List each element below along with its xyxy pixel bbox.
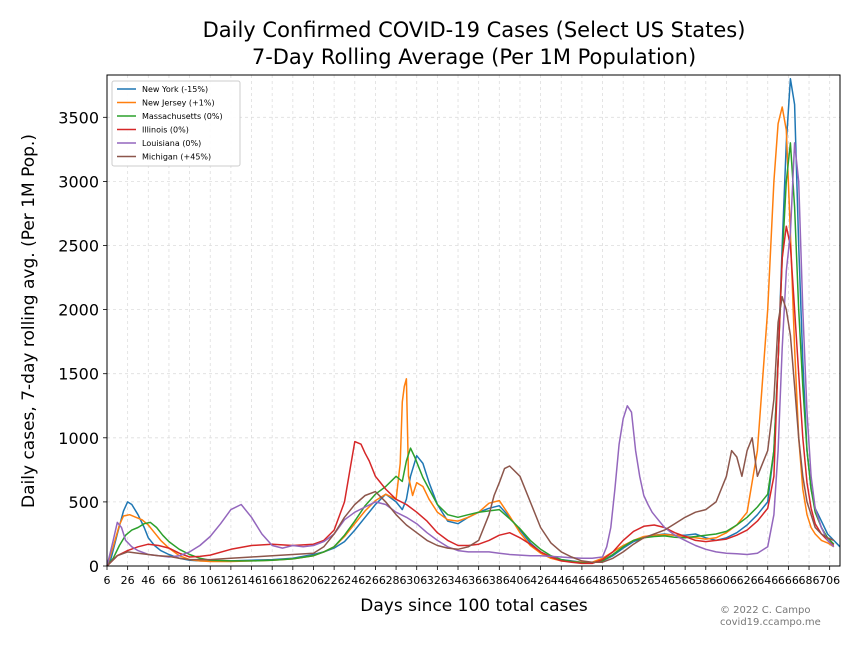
x-tick-label: 666 — [778, 574, 799, 587]
x-tick-label: 346 — [448, 574, 469, 587]
x-tick-label: 86 — [183, 574, 197, 587]
x-tick-label: 126 — [220, 574, 241, 587]
x-tick-label: 366 — [468, 574, 489, 587]
series-line — [106, 225, 835, 567]
legend-label: Massachusetts (0%) — [142, 112, 223, 121]
x-tick-label: 26 — [121, 574, 135, 587]
x-tick-label: 626 — [737, 574, 758, 587]
x-tick-label: 606 — [716, 574, 737, 587]
x-tick-label: 46 — [141, 574, 155, 587]
x-tick-label: 386 — [489, 574, 510, 587]
chart-title: Daily Confirmed COVID-19 Cases (Select U… — [203, 18, 746, 42]
x-tick-label: 266 — [365, 574, 386, 587]
y-tick-label: 3000 — [58, 172, 99, 191]
y-tick-label: 0 — [89, 557, 99, 576]
series-line — [106, 142, 835, 567]
y-tick-label: 2000 — [58, 301, 99, 320]
x-tick-label: 186 — [282, 574, 303, 587]
x-tick-label: 566 — [675, 574, 696, 587]
y-axis-label: Daily cases, 7-day rolling avg. (Per 1M … — [19, 134, 39, 508]
legend: New York (-15%) New Jersey (+1%) Massachus… — [111, 80, 241, 167]
series-line — [106, 142, 835, 567]
x-tick-label: 506 — [613, 574, 634, 587]
y-axis: 0 500 1000 1500 2000 2500 3000 3500 — [58, 108, 107, 576]
x-tick-label: 106 — [200, 574, 221, 587]
series-lines — [106, 78, 841, 567]
x-tick-label: 426 — [530, 574, 551, 587]
x-tick-label: 486 — [592, 574, 613, 587]
series-line — [106, 296, 835, 567]
x-tick-label: 706 — [819, 574, 840, 587]
credit-line-2: covid19.ccampo.me — [720, 617, 821, 628]
legend-box — [111, 80, 241, 167]
plot-area — [106, 74, 841, 567]
x-tick-label: 226 — [324, 574, 345, 587]
y-tick-label: 3500 — [58, 108, 99, 127]
x-axis: 6 26 46 66 86 106 126 146 166 186 206 226 246 266 286 3… — [104, 566, 840, 587]
x-tick-label: 306 — [406, 574, 427, 587]
x-tick-label: 206 — [303, 574, 324, 587]
x-tick-label: 286 — [386, 574, 407, 587]
legend-label: New York (-15%) — [142, 85, 208, 94]
x-tick-label: 466 — [571, 574, 592, 587]
credit-line-1: © 2022 C. Campo — [720, 605, 810, 616]
chart-subtitle: 7-Day Rolling Average (Per 1M Population… — [252, 45, 696, 69]
x-tick-label: 686 — [799, 574, 820, 587]
x-tick-label: 146 — [241, 574, 262, 587]
x-tick-label: 446 — [551, 574, 572, 587]
y-tick-label: 1500 — [58, 365, 99, 384]
legend-label: Louisiana (0%) — [142, 139, 201, 148]
x-tick-label: 586 — [695, 574, 716, 587]
x-tick-label: 646 — [757, 574, 778, 587]
x-tick-label: 246 — [344, 574, 365, 587]
x-tick-label: 326 — [427, 574, 448, 587]
y-tick-label: 2500 — [58, 237, 99, 256]
x-tick-label: 406 — [509, 574, 530, 587]
x-axis-label: Days since 100 total cases — [360, 596, 588, 616]
y-tick-label: 500 — [68, 493, 99, 512]
legend-label: Illinois (0%) — [142, 126, 189, 135]
x-tick-label: 166 — [262, 574, 283, 587]
x-tick-label: 66 — [162, 574, 176, 587]
y-tick-label: 1000 — [58, 429, 99, 448]
series-line — [106, 106, 835, 567]
legend-label: New Jersey (+1%) — [142, 99, 215, 108]
x-tick-label: 526 — [633, 574, 654, 587]
legend-label: Michigan (+45%) — [142, 153, 211, 162]
x-tick-label: 6 — [104, 574, 111, 587]
x-tick-label: 546 — [654, 574, 675, 587]
